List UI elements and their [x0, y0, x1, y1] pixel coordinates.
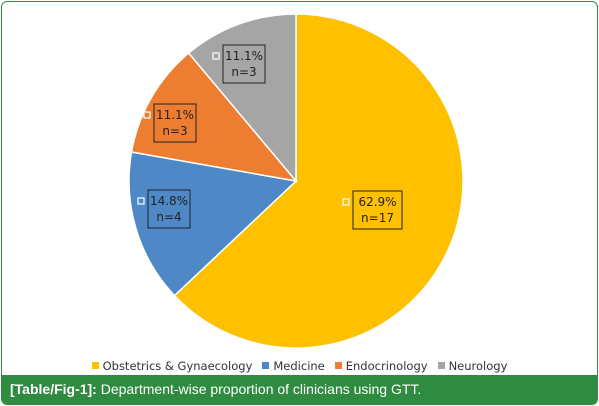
legend-label: Medicine	[273, 359, 325, 373]
legend-label: Obstetrics & Gynaecology	[102, 359, 253, 373]
legend-item: Endocrinology	[334, 359, 428, 373]
legend-swatch	[437, 362, 445, 369]
pie-chart: 62.9% n=17 14.8% n=4 11.1% n=3 11.1% n=3	[128, 13, 464, 349]
legend-item: Obstetrics & Gynaecology	[91, 359, 253, 373]
data-label-count: n=4	[156, 210, 181, 224]
data-label-key	[143, 111, 151, 119]
data-label-key	[342, 198, 350, 206]
figure-caption: [Table/Fig-1]: Department-wise proportio…	[2, 375, 597, 404]
legend-item: Neurology	[437, 359, 508, 373]
legend-swatch	[334, 362, 342, 369]
data-label-percent: 11.1%	[225, 49, 263, 63]
data-label-box	[222, 44, 266, 84]
data-label-count: n=3	[162, 124, 187, 138]
pie-slice-obstetrics-gynaecology	[173, 13, 464, 349]
data-label-percent: 14.8%	[150, 194, 188, 208]
data-label: 11.1% n=3	[143, 103, 197, 143]
data-label-box	[352, 190, 403, 230]
pie-slice-medicine	[128, 151, 298, 297]
pie-slice-endocrinology	[130, 52, 298, 183]
caption-tag: [Table/Fig-1]:	[10, 381, 97, 397]
data-label-percent: 62.9%	[358, 195, 396, 209]
data-label-box	[147, 189, 191, 229]
data-label-key	[212, 52, 220, 60]
data-label: 62.9% n=17	[342, 190, 403, 230]
data-label-key	[137, 197, 145, 205]
legend-swatch	[262, 362, 270, 369]
data-label-box	[153, 103, 197, 143]
chart-legend: Obstetrics & Gynaecology Medicine Endocrin…	[2, 359, 597, 373]
legend-swatch	[91, 362, 99, 369]
legend-label: Neurology	[448, 359, 508, 373]
data-label-percent: 11.1%	[156, 108, 194, 122]
data-label: 14.8% n=4	[137, 189, 191, 229]
data-label-count: n=3	[231, 65, 256, 79]
legend-label: Endocrinology	[345, 359, 428, 373]
legend-item: Medicine	[262, 359, 325, 373]
data-label-count: n=17	[361, 211, 394, 225]
caption-text: Department-wise proportion of clinicians…	[96, 381, 422, 397]
data-label: 11.1% n=3	[212, 44, 266, 84]
